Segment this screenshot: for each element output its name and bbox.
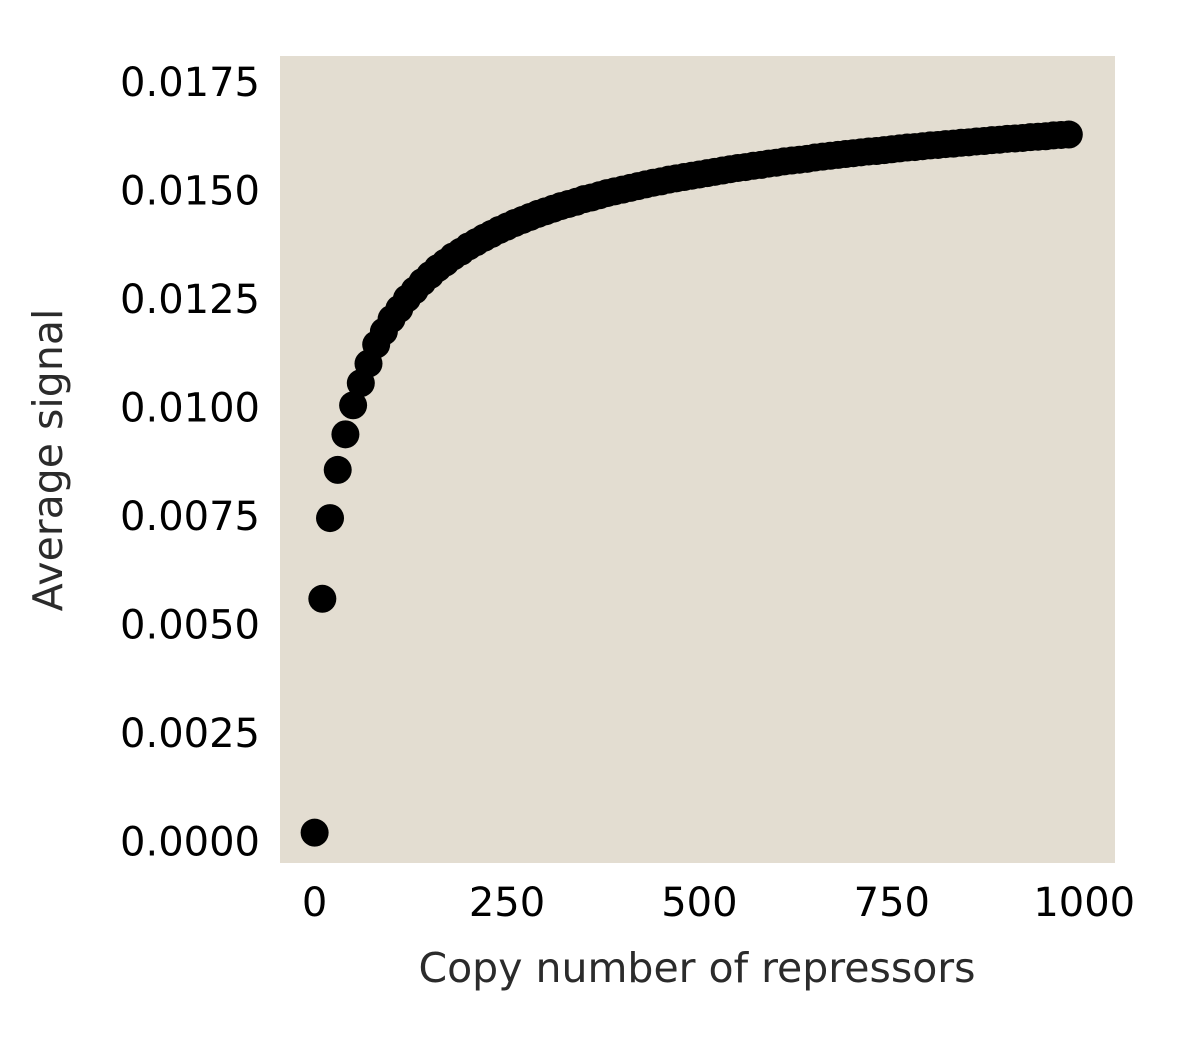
data-point [300, 818, 329, 847]
y-tick-label: 0.0000 [120, 819, 260, 865]
x-tick-label: 250 [469, 880, 545, 926]
y-tick-label: 0.0175 [120, 60, 260, 106]
data-points [300, 120, 1083, 847]
x-axis-tick-labels: 0 250 500 750 1000 [302, 880, 1135, 926]
y-tick-label: 0.0050 [120, 602, 260, 648]
data-point [1054, 120, 1083, 149]
x-tick-label: 750 [854, 880, 930, 926]
data-point [323, 455, 352, 484]
x-axis-label: Copy number of repressors [418, 944, 975, 992]
x-tick-label: 500 [661, 880, 737, 926]
plot-area-background [280, 56, 1115, 863]
y-tick-label: 0.0100 [120, 385, 260, 431]
x-tick-label: 1000 [1033, 880, 1135, 926]
data-point [316, 504, 345, 533]
y-axis-tick-labels: 0.0000 0.0025 0.0050 0.0075 0.0100 0.0125 0.01… [120, 60, 260, 865]
data-point [308, 584, 337, 613]
x-tick-label: 0 [302, 880, 327, 926]
y-axis-label: Average signal [24, 309, 72, 612]
y-tick-label: 0.0125 [120, 277, 260, 323]
y-tick-label: 0.0150 [120, 169, 260, 215]
data-point [331, 420, 360, 449]
y-tick-label: 0.0025 [120, 711, 260, 757]
data-point [339, 391, 368, 420]
y-tick-label: 0.0075 [120, 494, 260, 540]
